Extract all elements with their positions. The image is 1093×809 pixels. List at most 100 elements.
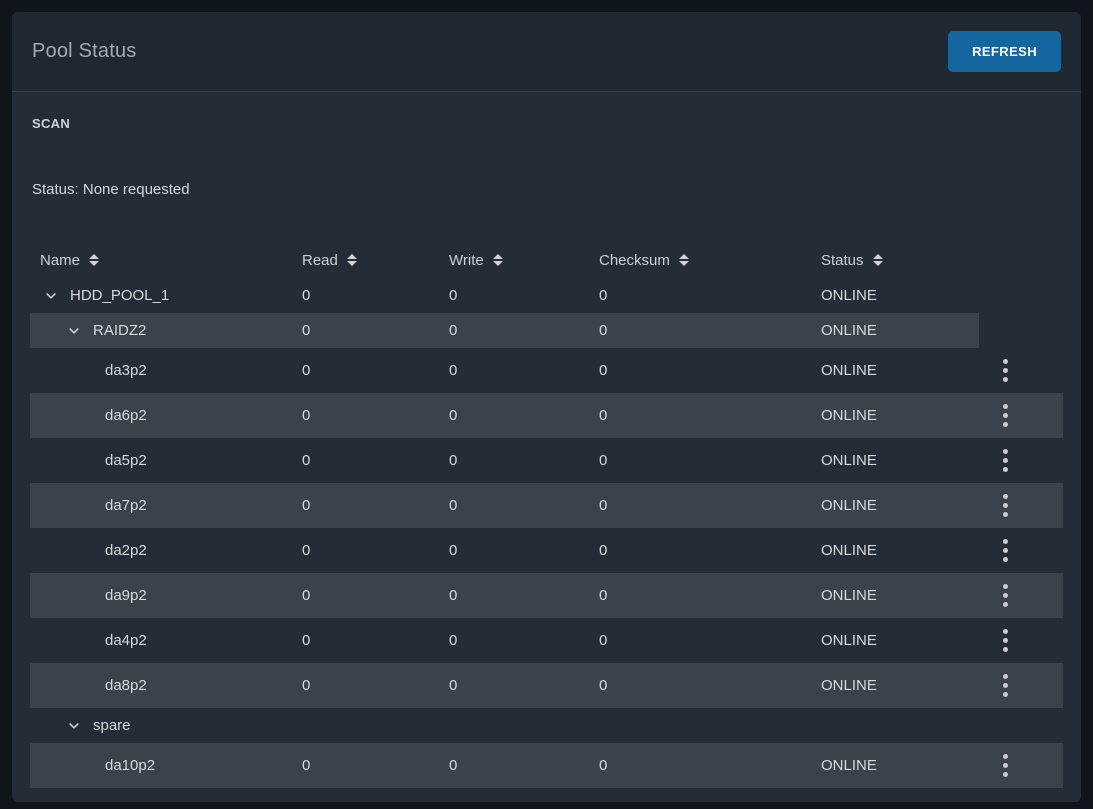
- kebab-icon: [1003, 584, 1008, 607]
- row-actions: [979, 348, 1063, 393]
- name-cell: da10p2: [30, 743, 292, 788]
- name-cell: da9p2: [30, 573, 292, 618]
- checksum-value: 0: [599, 452, 608, 469]
- row-actions: [979, 528, 1063, 573]
- refresh-button[interactable]: REFRESH: [948, 31, 1061, 72]
- column-header-checksum[interactable]: Checksum: [589, 242, 811, 278]
- checksum-value: 0: [599, 677, 608, 694]
- checksum-value: 0: [599, 632, 608, 649]
- row-name: spare: [93, 717, 131, 734]
- read-value: 0: [302, 287, 311, 304]
- row-main: da8p2 0 0 0 ONLINE: [30, 663, 979, 708]
- table-row-da6p2[interactable]: da6p2 0 0 0 ONLINE: [30, 393, 1063, 438]
- table-row-raidz2[interactable]: RAIDZ2 0 0 0 ONLINE: [30, 313, 1063, 348]
- name-cell: da2p2: [30, 528, 292, 573]
- row-actions: [979, 483, 1063, 528]
- row-actions: [979, 743, 1063, 788]
- row-actions: [979, 663, 1063, 708]
- write-value: 0: [449, 497, 458, 514]
- table-row-da10p2[interactable]: da10p2 0 0 0 ONLINE: [30, 743, 1063, 788]
- read-value: 0: [302, 497, 311, 514]
- row-main: da7p2 0 0 0 ONLINE: [30, 483, 979, 528]
- sort-icon: [347, 254, 357, 266]
- table-row-da8p2[interactable]: da8p2 0 0 0 ONLINE: [30, 663, 1063, 708]
- row-menu-button[interactable]: [997, 580, 1014, 611]
- table-row-da5p2[interactable]: da5p2 0 0 0 ONLINE: [30, 438, 1063, 483]
- checksum-value: 0: [599, 287, 608, 304]
- name-cell: da4p2: [30, 618, 292, 663]
- table-row-da9p2[interactable]: da9p2 0 0 0 ONLINE: [30, 573, 1063, 618]
- row-name: da6p2: [105, 407, 147, 424]
- row-main: HDD_POOL_1 0 0 0 ONLINE: [30, 278, 979, 313]
- table-row-spare[interactable]: spare: [30, 708, 1063, 743]
- table-row-hdd_pool_1[interactable]: HDD_POOL_1 0 0 0 ONLINE: [30, 278, 1063, 313]
- column-header-read[interactable]: Read: [292, 242, 439, 278]
- chevron-down-icon[interactable]: [66, 718, 82, 734]
- sort-icon: [873, 254, 883, 266]
- row-menu-button[interactable]: [997, 625, 1014, 656]
- table-row-da3p2[interactable]: da3p2 0 0 0 ONLINE: [30, 348, 1063, 393]
- kebab-icon: [1003, 449, 1008, 472]
- table-header-row: Name Read Write Checksum Status: [30, 242, 1063, 278]
- column-header-name[interactable]: Name: [30, 242, 292, 278]
- write-value: 0: [449, 677, 458, 694]
- kebab-icon: [1003, 754, 1008, 777]
- table-row-da7p2[interactable]: da7p2 0 0 0 ONLINE: [30, 483, 1063, 528]
- write-value: 0: [449, 587, 458, 604]
- row-actions: [979, 438, 1063, 483]
- checksum-value: 0: [599, 322, 608, 339]
- status-value: ONLINE: [821, 757, 877, 774]
- write-value: 0: [449, 407, 458, 424]
- table-row-da4p2[interactable]: da4p2 0 0 0 ONLINE: [30, 618, 1063, 663]
- row-main: da9p2 0 0 0 ONLINE: [30, 573, 979, 618]
- row-actions: [979, 618, 1063, 663]
- row-menu-button[interactable]: [997, 750, 1014, 781]
- status-value: [811, 708, 979, 743]
- column-label: Read: [302, 251, 338, 269]
- sort-icon: [89, 254, 99, 266]
- write-value: [439, 708, 589, 743]
- row-main: spare: [30, 708, 979, 743]
- checksum-value: 0: [599, 542, 608, 559]
- row-name: da3p2: [105, 362, 147, 379]
- sort-icon: [493, 254, 503, 266]
- row-name: da5p2: [105, 452, 147, 469]
- row-name: RAIDZ2: [93, 322, 147, 339]
- kebab-icon: [1003, 404, 1008, 427]
- name-cell: spare: [30, 708, 292, 743]
- sort-icon: [679, 254, 689, 266]
- column-header-status[interactable]: Status: [811, 242, 979, 278]
- table-row-da2p2[interactable]: da2p2 0 0 0 ONLINE: [30, 528, 1063, 573]
- row-name: da2p2: [105, 542, 147, 559]
- row-menu-button[interactable]: [997, 490, 1014, 521]
- column-label: Name: [40, 251, 81, 269]
- row-menu-button[interactable]: [997, 445, 1014, 476]
- column-header-write[interactable]: Write: [439, 242, 589, 278]
- row-actions: [979, 573, 1063, 618]
- row-name: HDD_POOL_1: [70, 287, 170, 304]
- status-value: ONLINE: [821, 587, 877, 604]
- write-value: 0: [449, 632, 458, 649]
- header-actions-spacer: [979, 242, 1063, 278]
- row-menu-button[interactable]: [997, 670, 1014, 701]
- row-menu-button[interactable]: [997, 535, 1014, 566]
- chevron-down-icon[interactable]: [66, 323, 82, 339]
- status-value: ONLINE: [821, 452, 877, 469]
- card-body: SCAN Status: None requested Name Read Wr…: [12, 92, 1081, 802]
- row-main: da4p2 0 0 0 ONLINE: [30, 618, 979, 663]
- chevron-down-icon[interactable]: [43, 288, 59, 304]
- name-cell: da7p2: [30, 483, 292, 528]
- checksum-value: 0: [599, 587, 608, 604]
- checksum-value: 0: [599, 407, 608, 424]
- checksum-value: 0: [599, 497, 608, 514]
- row-menu-button[interactable]: [997, 400, 1014, 431]
- checksum-value: 0: [599, 757, 608, 774]
- kebab-icon: [1003, 674, 1008, 697]
- read-value: 0: [302, 757, 311, 774]
- read-value: 0: [302, 322, 311, 339]
- row-menu-button[interactable]: [997, 355, 1014, 386]
- read-value: [292, 708, 439, 743]
- column-label: Checksum: [599, 251, 670, 269]
- kebab-icon: [1003, 359, 1008, 382]
- scan-section-label: SCAN: [32, 116, 71, 131]
